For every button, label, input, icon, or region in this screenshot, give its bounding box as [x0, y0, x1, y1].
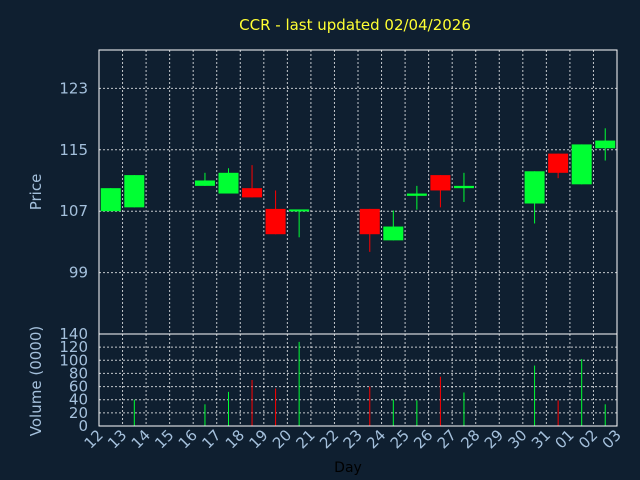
x-tick-label: 17	[198, 426, 224, 452]
volume-y-tick-label: 0	[78, 417, 88, 435]
candle-body	[571, 144, 592, 185]
volume-y-tick-label: 120	[59, 338, 88, 356]
x-tick-label: 13	[104, 426, 130, 452]
x-tick-label: 31	[528, 426, 554, 452]
price-axis-label: Price	[27, 174, 45, 211]
candle-body	[124, 175, 145, 208]
x-tick-label: 20	[269, 426, 295, 452]
candle	[124, 175, 145, 208]
x-tick-label: 27	[434, 426, 460, 452]
candle-body	[100, 188, 121, 212]
price-y-tick-label: 99	[69, 264, 88, 282]
price-y-tick-label: 107	[59, 202, 88, 220]
x-tick-label: 26	[410, 426, 436, 452]
x-tick-label: 01	[552, 426, 578, 452]
x-tick-label: 16	[175, 426, 201, 452]
candle	[289, 209, 310, 238]
candle-body	[289, 209, 310, 212]
price-y-axis-ticks: 99 107 115 123	[59, 79, 88, 281]
x-tick-label: 28	[457, 426, 483, 452]
candle-body	[430, 175, 451, 191]
candle	[265, 190, 286, 235]
candle	[453, 172, 474, 202]
volume-y-tick-label: 80	[69, 364, 88, 382]
x-tick-label: 30	[504, 426, 530, 452]
candle	[595, 128, 616, 161]
candle	[524, 171, 545, 224]
x-tick-label: 24	[363, 426, 389, 452]
x-axis-ticks: 1213141516171819202122232425262728293031…	[81, 426, 625, 452]
candle-body	[595, 140, 616, 149]
volume-y-tick-label: 60	[69, 378, 88, 396]
candle	[194, 172, 215, 186]
x-tick-label: 03	[599, 426, 625, 452]
x-tick-label: 25	[387, 426, 413, 452]
price-grid	[99, 50, 617, 334]
candle	[571, 144, 592, 185]
volume-axis-label: Volume (0000)	[27, 326, 45, 436]
candle-body	[524, 171, 545, 204]
x-tick-label: 29	[481, 426, 507, 452]
x-tick-label: 18	[222, 426, 248, 452]
candle-body	[383, 226, 404, 241]
volume-y-tick-label: 140	[59, 325, 88, 343]
volume-grid	[99, 334, 617, 426]
candle-body	[218, 172, 239, 194]
x-tick-label: 14	[128, 426, 154, 452]
candle	[548, 153, 569, 179]
x-tick-label: 23	[340, 426, 366, 452]
candle-body	[359, 208, 380, 235]
volume-plot-frame	[98, 333, 618, 427]
candle	[100, 188, 121, 212]
x-tick-label: 15	[151, 426, 177, 452]
candle-body	[453, 185, 474, 189]
candle-body	[194, 180, 215, 186]
price-y-tick-label: 115	[59, 141, 88, 159]
volume-y-tick-label: 20	[69, 404, 88, 422]
candle	[242, 165, 263, 198]
candle-body	[242, 188, 263, 198]
candle	[430, 175, 451, 208]
candle-body	[406, 193, 427, 196]
candle	[218, 168, 239, 194]
price-candles	[100, 128, 616, 252]
price-y-tick-label: 123	[59, 79, 88, 97]
candle	[359, 208, 380, 252]
x-tick-label: 19	[245, 426, 271, 452]
chart-title: CCR - last updated 02/04/2026	[239, 16, 471, 34]
x-axis-label: Day	[334, 460, 362, 476]
candle-body	[548, 153, 569, 173]
candle-body	[265, 208, 286, 235]
volume-y-tick-label: 100	[59, 351, 88, 369]
x-tick-label: 02	[575, 426, 601, 452]
x-tick-label: 21	[293, 426, 319, 452]
volume-bars	[133, 341, 606, 426]
volume-y-tick-label: 40	[69, 391, 88, 409]
candle	[383, 210, 404, 241]
candle	[406, 185, 427, 210]
x-tick-label: 22	[316, 426, 342, 452]
